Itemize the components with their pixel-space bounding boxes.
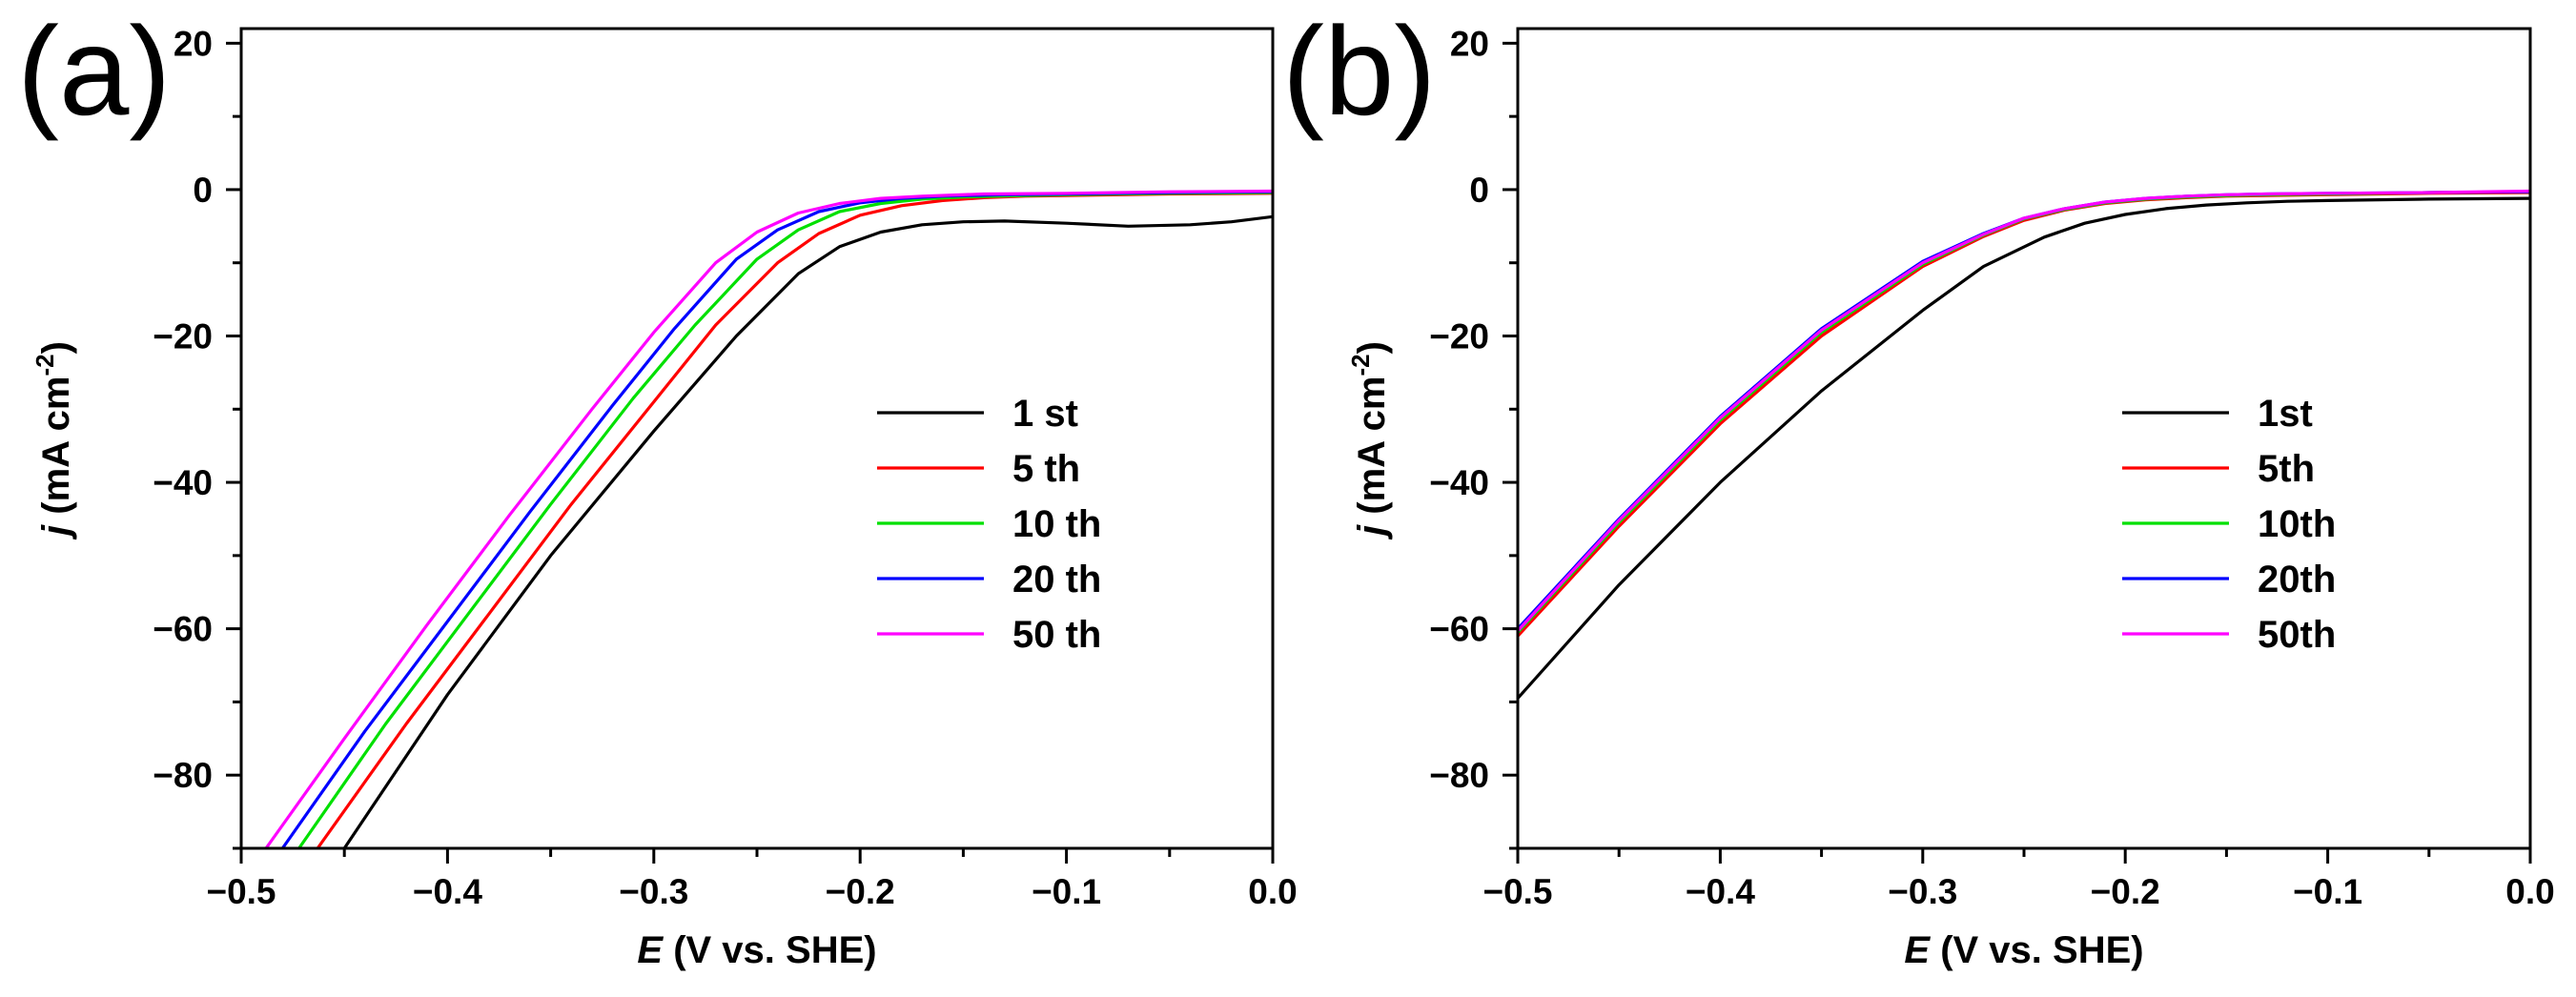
y-tick-label: 0 xyxy=(193,171,213,210)
y-tick-label: −40 xyxy=(1429,463,1489,502)
y-tick-label: −40 xyxy=(153,463,213,502)
series-line-20th xyxy=(280,190,1273,848)
y-tick-label: 20 xyxy=(1450,24,1489,63)
y-tick-label: 0 xyxy=(1469,171,1489,210)
y-tick-label: −20 xyxy=(1429,317,1489,356)
x-tick-label: −0.5 xyxy=(1482,872,1552,911)
panel-label: (b) xyxy=(1282,1,1436,141)
x-tick-label: −0.2 xyxy=(2091,872,2160,911)
x-tick-label: −0.5 xyxy=(206,872,276,911)
legend-label: 1 st xyxy=(1012,393,1078,435)
chart-panel-a: (a) −0.5 −0.4 −0.3 −0.2 −0.1 0.0 −80 −60 −40 −20 0 2… xyxy=(17,1,1298,971)
legend-label: 20th xyxy=(2258,559,2336,600)
series-line-10th xyxy=(1518,190,2530,634)
plot-frame xyxy=(1516,27,2532,850)
series-line-1st xyxy=(1518,196,2530,700)
x-tick-label: −0.4 xyxy=(1686,872,1755,911)
x-tick-label: −0.3 xyxy=(619,872,688,911)
x-tick-label: −0.3 xyxy=(1888,872,1957,911)
legend: 1st 5th 10th 20th 50th xyxy=(2122,393,2336,656)
y-tick-label: −60 xyxy=(153,610,213,649)
legend-label: 50th xyxy=(2258,614,2336,656)
y-tick-label: −80 xyxy=(153,756,213,795)
plot-frame xyxy=(239,27,1275,850)
y-tick-label: −20 xyxy=(153,317,213,356)
y-axis-title: j (mA cm-2) xyxy=(1346,341,1393,540)
x-tick-label: −0.1 xyxy=(2293,872,2362,911)
legend-label: 20 th xyxy=(1012,559,1101,600)
series-line-50th xyxy=(1518,189,2530,632)
legend-label: 50 th xyxy=(1012,614,1101,656)
x-axis-title: E (V vs. SHE) xyxy=(637,929,876,971)
legend-label: 1st xyxy=(2258,393,2313,435)
y-axis-title: j (mA cm-2) xyxy=(31,341,77,540)
x-tick-label: −0.4 xyxy=(413,872,482,911)
x-tick-label: −0.2 xyxy=(826,872,895,911)
y-tick-label: 20 xyxy=(174,24,213,63)
legend-label: 10 th xyxy=(1012,503,1101,545)
series-line-1st xyxy=(342,214,1273,848)
panel-label: (a) xyxy=(17,1,171,141)
y-tick-label: −60 xyxy=(1429,610,1489,649)
chart-panel-b: (b) −0.5 −0.4 −0.3 −0.2 −0.1 0.0 −80 −60 −40 −20 0 2… xyxy=(1282,1,2555,971)
x-tick-label: 0.0 xyxy=(1248,872,1297,911)
series-line-20th xyxy=(1518,190,2530,630)
legend: 1 st 5 th 10 th 20 th 50 th xyxy=(877,393,1101,656)
x-axis-title: E (V vs. SHE) xyxy=(1904,929,2143,971)
x-tick-label: −0.1 xyxy=(1032,872,1101,911)
legend-label: 10th xyxy=(2258,503,2336,545)
x-tick-label: 0.0 xyxy=(2505,872,2554,911)
series-line-5th xyxy=(316,192,1273,848)
legend-label: 5 th xyxy=(1012,448,1080,490)
legend-label: 5th xyxy=(2258,448,2315,490)
series-line-10th xyxy=(297,191,1273,848)
y-tick-label: −80 xyxy=(1429,756,1489,795)
series-line-50th xyxy=(264,189,1273,848)
series-line-5th xyxy=(1518,191,2530,638)
